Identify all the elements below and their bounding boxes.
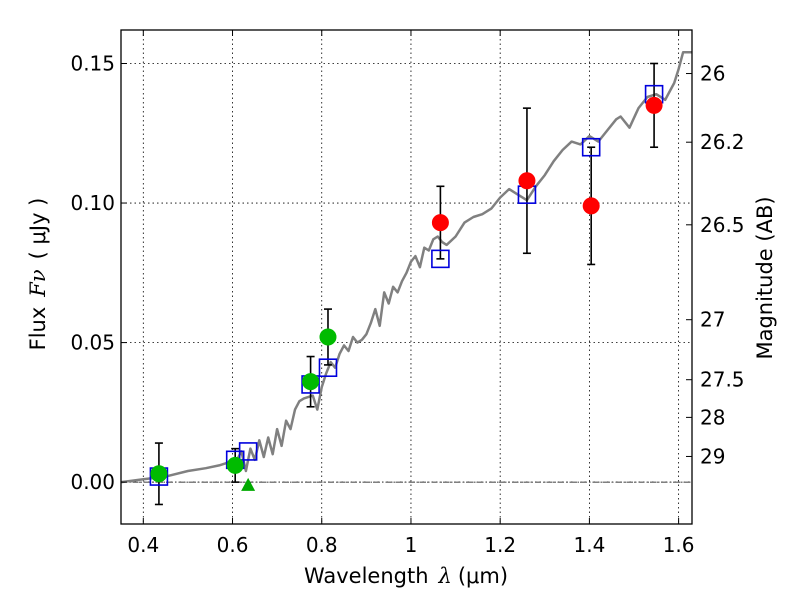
x-tick-label: 0.6 (217, 533, 249, 557)
y-axis-label-symbol: Fν (26, 269, 50, 298)
x-tick-label: 1.6 (663, 533, 695, 557)
x-axis-label-text: Wavelength (304, 564, 429, 588)
upper-limit-triangle (241, 477, 256, 491)
observation-marker (150, 465, 168, 483)
observation-marker (645, 96, 663, 114)
y-tick-label: 0.10 (70, 191, 115, 215)
spectrum-line-group (120, 51, 692, 484)
x-axis-label-unit: (μm) (458, 564, 508, 588)
axis-ticks: 0.4 0.6 0.8 1 1.2 1.4 1.6 0.00 0.05 0.10 0.15 26 26.… (70, 30, 745, 557)
y2-axis-label: Magnitude (AB) (753, 196, 777, 359)
model-square-marker (431, 249, 450, 269)
x-tick-label: 1 (405, 533, 418, 557)
y-axis-label-text: Flux (26, 307, 50, 351)
model-square-marker (238, 442, 258, 461)
spectrum-line (120, 51, 692, 484)
x-axis-label-symbol: λ (438, 564, 452, 588)
observation-marker (226, 456, 244, 474)
y2-tick-label: 26 (700, 62, 725, 86)
y-tick-label: 0.05 (70, 331, 115, 355)
y-axis-label-unit: ( μJy ) (26, 198, 50, 260)
observation-marker (518, 172, 536, 190)
y2-tick-label: 27 (700, 308, 725, 332)
x-axis-label: Wavelength λ (μm) (304, 564, 508, 588)
y2-tick-label: 28 (700, 405, 725, 429)
x-tick-label: 0.8 (306, 533, 338, 557)
x-tick-label: 0.4 (127, 533, 159, 557)
observation-marker (582, 197, 600, 215)
plot-frame (120, 29, 693, 525)
y-tick-label: 0.00 (70, 470, 115, 494)
model-square-marker (318, 358, 338, 378)
x-tick-label: 1.4 (573, 533, 605, 557)
x-tick-label: 1.2 (484, 533, 516, 557)
y-axis-label: Flux Fν ( μJy ) (26, 198, 50, 351)
y2-tick-label: 26.2 (700, 130, 745, 154)
observation-marker (319, 328, 337, 346)
model-square-marker (581, 137, 601, 157)
y2-tick-label: 29 (700, 444, 725, 468)
observation-marker (302, 373, 320, 391)
y2-tick-label: 26.5 (700, 213, 745, 237)
observation-marker (431, 214, 449, 232)
y-tick-label: 0.15 (70, 51, 115, 75)
y2-tick-label: 27.5 (700, 368, 745, 392)
data-markers (149, 84, 664, 491)
